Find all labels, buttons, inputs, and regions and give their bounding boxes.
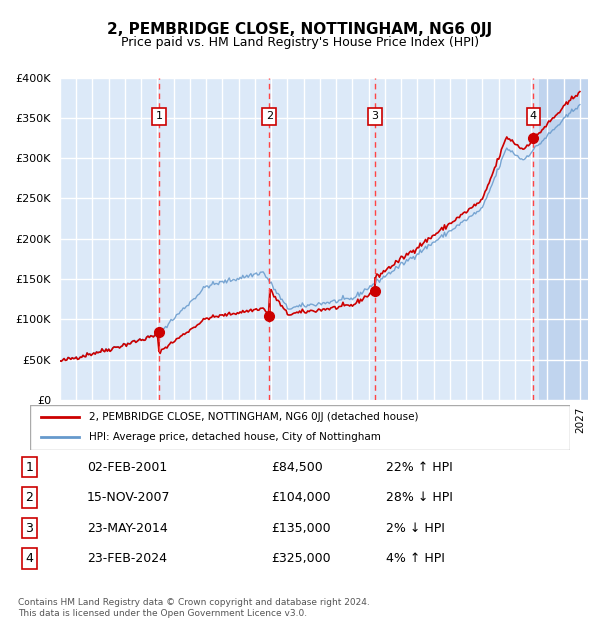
Text: £135,000: £135,000 xyxy=(271,521,331,534)
Text: Contains HM Land Registry data © Crown copyright and database right 2024.
This d: Contains HM Land Registry data © Crown c… xyxy=(18,598,370,618)
Text: 15-NOV-2007: 15-NOV-2007 xyxy=(87,491,170,504)
Text: 3: 3 xyxy=(371,111,379,121)
Text: £104,000: £104,000 xyxy=(271,491,331,504)
Text: 3: 3 xyxy=(25,521,33,534)
Text: 2, PEMBRIDGE CLOSE, NOTTINGHAM, NG6 0JJ (detached house): 2, PEMBRIDGE CLOSE, NOTTINGHAM, NG6 0JJ … xyxy=(89,412,419,422)
FancyBboxPatch shape xyxy=(30,405,570,450)
Text: 2: 2 xyxy=(266,111,273,121)
Text: 2: 2 xyxy=(25,491,33,504)
Text: 02-FEB-2001: 02-FEB-2001 xyxy=(87,461,167,474)
Text: HPI: Average price, detached house, City of Nottingham: HPI: Average price, detached house, City… xyxy=(89,432,381,442)
Text: 1: 1 xyxy=(25,461,33,474)
Text: £325,000: £325,000 xyxy=(271,552,331,565)
Bar xyxy=(539,78,588,400)
Text: Price paid vs. HM Land Registry's House Price Index (HPI): Price paid vs. HM Land Registry's House … xyxy=(121,36,479,49)
Text: 2% ↓ HPI: 2% ↓ HPI xyxy=(386,521,445,534)
Text: 2, PEMBRIDGE CLOSE, NOTTINGHAM, NG6 0JJ: 2, PEMBRIDGE CLOSE, NOTTINGHAM, NG6 0JJ xyxy=(107,22,493,37)
Text: 22% ↑ HPI: 22% ↑ HPI xyxy=(386,461,453,474)
Text: 23-MAY-2014: 23-MAY-2014 xyxy=(87,521,167,534)
Text: 4: 4 xyxy=(530,111,537,121)
Text: 4: 4 xyxy=(25,552,33,565)
Text: £84,500: £84,500 xyxy=(271,461,323,474)
Text: 23-FEB-2024: 23-FEB-2024 xyxy=(87,552,167,565)
Text: 4% ↑ HPI: 4% ↑ HPI xyxy=(386,552,445,565)
Text: 1: 1 xyxy=(155,111,163,121)
Text: 28% ↓ HPI: 28% ↓ HPI xyxy=(386,491,453,504)
